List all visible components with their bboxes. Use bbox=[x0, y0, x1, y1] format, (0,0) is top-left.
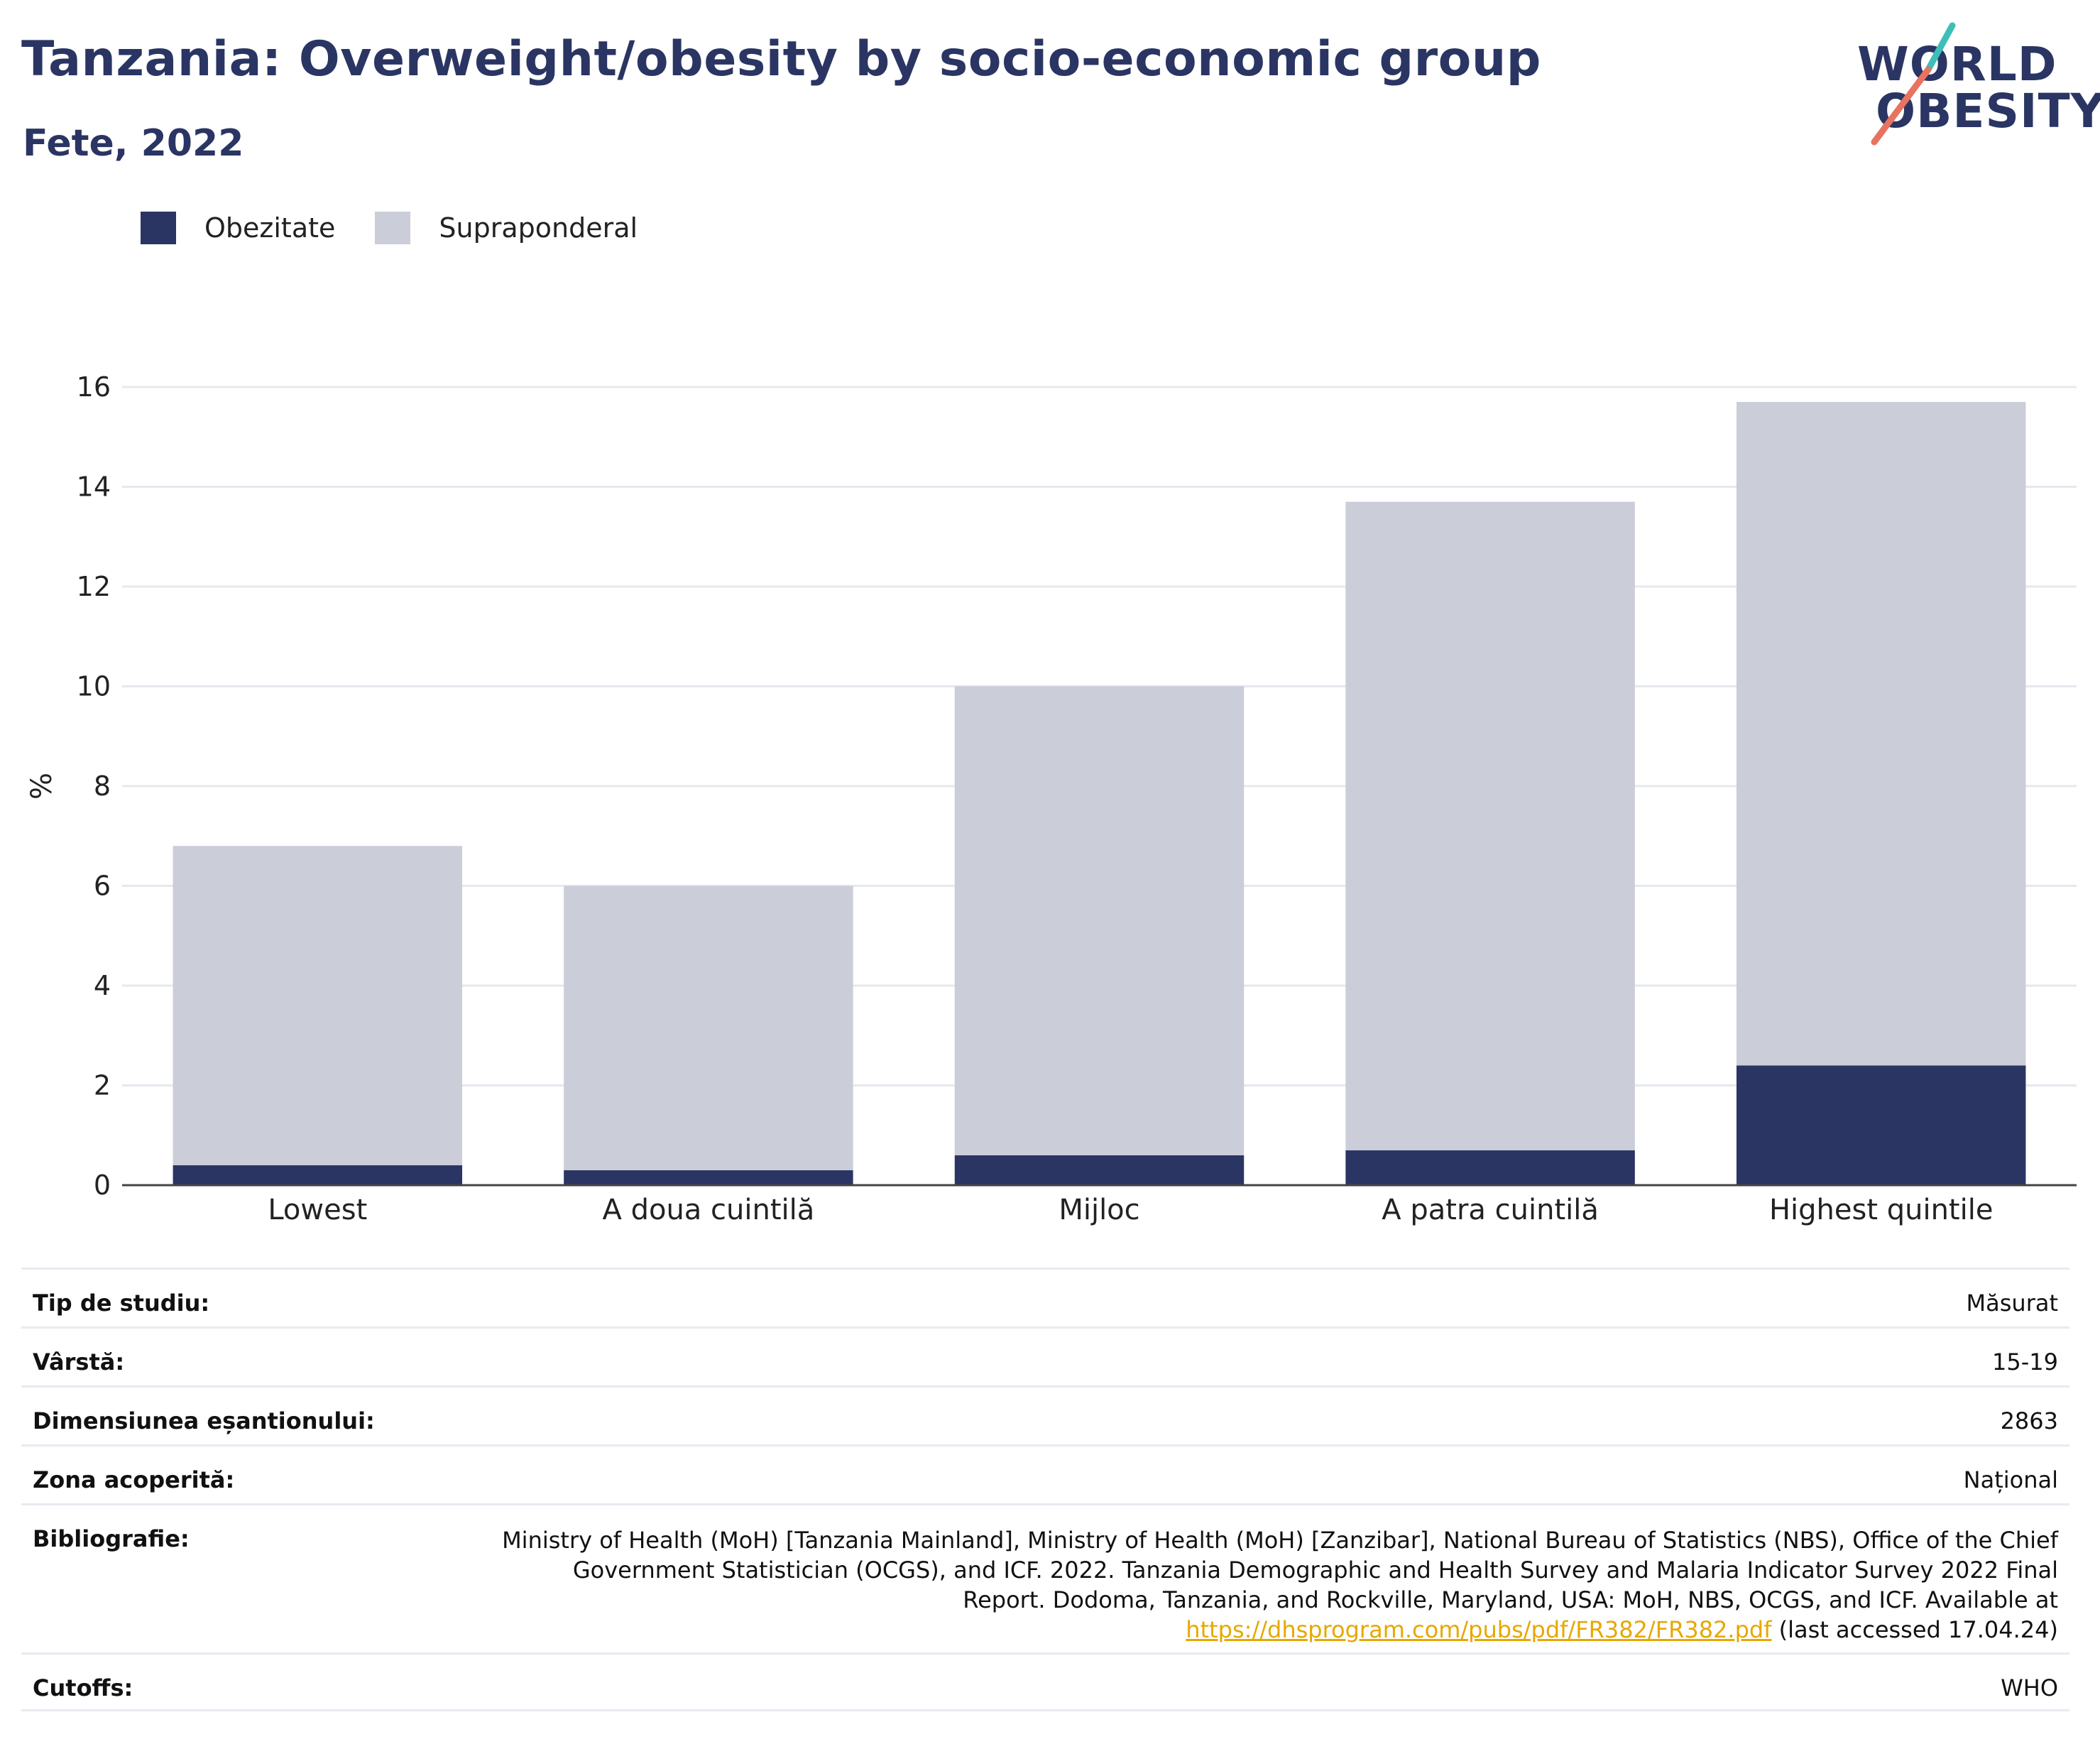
x-tick-label: Highest quintile bbox=[1769, 1194, 1994, 1226]
x-tick-label: A doua cuintilă bbox=[603, 1194, 815, 1226]
logo-text-world: WORLD bbox=[1857, 37, 2057, 92]
meta-row-area: Zona acoperită: Național bbox=[21, 1444, 2069, 1503]
y-tick-label: 2 bbox=[94, 1070, 111, 1101]
legend-swatch-obezitate bbox=[141, 212, 176, 244]
stacked-bar-chart: 0 2 4 6 8 10 12 14 16% Lowest A doua cuintilă Mijlo… bbox=[26, 371, 2077, 1226]
bar-supraponderal-0 bbox=[173, 846, 463, 1165]
meta-row-study-type: Tip de studiu: Măsurat bbox=[21, 1268, 2069, 1326]
chart-title: Tanzania: Overweight/obesity by socio-ec… bbox=[21, 31, 1541, 87]
meta-key-area: Zona acoperită: bbox=[33, 1466, 235, 1493]
bar-supraponderal-3 bbox=[1345, 501, 1635, 1150]
meta-key-cutoffs: Cutoffs: bbox=[33, 1674, 133, 1701]
meta-key-sample-size: Dimensiunea eșantionului: bbox=[33, 1407, 375, 1434]
legend-item-supraponderal[interactable]: Supraponderal bbox=[375, 212, 638, 244]
x-tick-label: A patra cuintilă bbox=[1382, 1194, 1599, 1226]
meta-row-bibliography: Bibliografie: Ministry of Health (MoH) [… bbox=[21, 1503, 2069, 1652]
bibliography-text: Ministry of Health (MoH) [Tanzania Mainl… bbox=[502, 1527, 2058, 1613]
bar-obezitate-4 bbox=[1736, 1065, 2026, 1185]
meta-value-study-type: Măsurat bbox=[1966, 1290, 2058, 1317]
y-tick-label: 8 bbox=[94, 770, 111, 802]
bibliography-suffix: (last accessed 17.04.24) bbox=[1771, 1616, 2058, 1643]
world-obesity-logo: WORLD OBESITY bbox=[1846, 21, 2100, 149]
y-tick-label: 12 bbox=[77, 571, 111, 602]
meta-value-sample-size: 2863 bbox=[2000, 1407, 2058, 1434]
y-tick-label: 16 bbox=[77, 371, 111, 403]
meta-row-age: Vârstă: 15-19 bbox=[21, 1326, 2069, 1385]
legend-swatch-supraponderal bbox=[375, 212, 411, 244]
meta-key-bibliography: Bibliografie: bbox=[33, 1525, 190, 1552]
y-tick-label: 14 bbox=[77, 472, 111, 503]
logo-slash-icon bbox=[1871, 22, 1956, 146]
legend-item-obezitate[interactable]: Obezitate bbox=[141, 212, 335, 244]
bar-supraponderal-1 bbox=[564, 886, 853, 1170]
survey-metadata-table: Tip de studiu: Măsurat Vârstă: 15-19 Dim… bbox=[21, 1268, 2069, 1711]
meta-row-sample-size: Dimensiunea eșantionului: 2863 bbox=[21, 1385, 2069, 1444]
chart-legend: Obezitate Supraponderal bbox=[141, 212, 677, 244]
bar-obezitate-1 bbox=[564, 1170, 853, 1185]
chart-subtitle: Fete, 2022 bbox=[23, 122, 244, 165]
meta-key-study-type: Tip de studiu: bbox=[33, 1290, 210, 1317]
meta-row-cutoffs: Cutoffs: WHO bbox=[21, 1652, 2069, 1711]
meta-value-cutoffs: WHO bbox=[2001, 1674, 2058, 1701]
bar-supraponderal-4 bbox=[1736, 402, 2026, 1066]
y-tick-label: 4 bbox=[94, 970, 111, 1001]
meta-key-age: Vârstă: bbox=[33, 1348, 125, 1375]
meta-value-age: 15-19 bbox=[1992, 1348, 2058, 1375]
bar-supraponderal-2 bbox=[954, 686, 1245, 1155]
y-axis-label: % bbox=[26, 773, 58, 800]
y-tick-label: 6 bbox=[94, 871, 111, 902]
meta-value-bibliography: Ministry of Health (MoH) [Tanzania Mainl… bbox=[496, 1525, 2058, 1645]
legend-label-obezitate: Obezitate bbox=[204, 212, 336, 244]
y-tick-label: 10 bbox=[77, 671, 111, 702]
x-tick-label: Mijloc bbox=[1059, 1194, 1139, 1226]
bar-obezitate-0 bbox=[173, 1165, 463, 1185]
legend-label-supraponderal: Supraponderal bbox=[439, 212, 638, 244]
y-tick-label: 0 bbox=[94, 1170, 111, 1201]
bar-obezitate-3 bbox=[1345, 1150, 1635, 1185]
bibliography-link[interactable]: https://dhsprogram.com/pubs/pdf/FR382/FR… bbox=[1186, 1616, 1772, 1643]
x-tick-label: Lowest bbox=[268, 1194, 367, 1226]
bar-obezitate-2 bbox=[954, 1155, 1245, 1185]
meta-value-area: Național bbox=[1963, 1466, 2058, 1493]
